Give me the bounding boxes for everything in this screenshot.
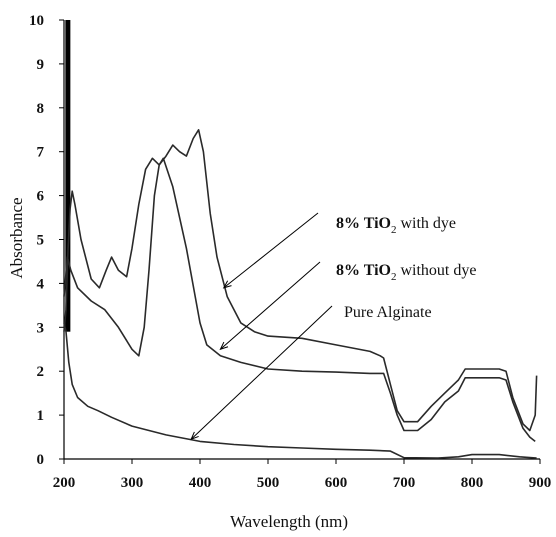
- annotation-pure-alginate: Pure Alginate: [344, 304, 432, 321]
- annotation-without-dye-subscript: 2: [391, 271, 397, 283]
- annotation-with-dye-suffix: with dye: [396, 215, 456, 232]
- detector-cutoff-bar: [65, 20, 71, 332]
- annotation-arrow-2: [220, 261, 321, 350]
- x-tick-label: 800: [461, 475, 484, 491]
- series-line-1: [63, 129, 538, 432]
- x-tick-label: 600: [325, 475, 348, 491]
- annotation-arrow-1: [223, 212, 319, 289]
- y-axis: 0 1 2 3 4 5 6 7 8 9 10: [29, 13, 65, 468]
- y-tick-label: 6: [37, 189, 45, 205]
- annotation-without-dye-prefix: 8% TiO: [336, 262, 391, 279]
- annotation-without-dye: 8% TiO2 without dye: [336, 262, 476, 283]
- series-lines: [63, 20, 538, 459]
- annotation-with-dye-prefix: 8% TiO: [336, 215, 391, 232]
- annotation-arrowhead-3: [190, 431, 199, 441]
- annotation-with-dye-subscript: 2: [391, 224, 397, 236]
- x-tick-label: 300: [121, 475, 144, 491]
- series-line-3: [63, 322, 537, 459]
- x-tick-label: 200: [53, 475, 76, 491]
- y-tick-label: 10: [29, 13, 44, 29]
- plot-area: 0 1 2 3 4 5 6 7 8 9 10 200 300 400 500 600 700 800 900: [29, 13, 551, 491]
- y-tick-label: 3: [37, 320, 45, 336]
- y-tick-label: 7: [37, 145, 45, 161]
- x-axis: 200 300 400 500 600 700 800 900: [53, 458, 552, 491]
- annotation-arrowhead-2: [219, 341, 229, 351]
- y-tick-label: 8: [37, 101, 45, 117]
- y-tick-label: 5: [37, 233, 45, 249]
- annotation-arrowhead-1: [222, 280, 232, 289]
- x-axis-title: Wavelength (nm): [230, 512, 348, 531]
- series-line-2: [63, 157, 536, 443]
- y-tick-label: 0: [37, 452, 45, 468]
- annotation-arrow-3: [190, 305, 333, 440]
- y-axis-title: Absorbance: [7, 197, 26, 278]
- y-tick-label: 4: [37, 276, 45, 292]
- x-tick-label: 900: [529, 475, 552, 491]
- x-tick-label: 500: [257, 475, 280, 491]
- x-tick-label: 400: [189, 475, 212, 491]
- annotation-with-dye: 8% TiO2 with dye: [336, 215, 456, 236]
- annotation-arrows: [190, 212, 333, 441]
- x-tick-label: 700: [393, 475, 416, 491]
- y-tick-label: 2: [37, 364, 45, 380]
- y-tick-label: 9: [37, 57, 45, 73]
- annotation-without-dye-suffix: without dye: [396, 262, 476, 279]
- y-tick-label: 1: [37, 408, 45, 424]
